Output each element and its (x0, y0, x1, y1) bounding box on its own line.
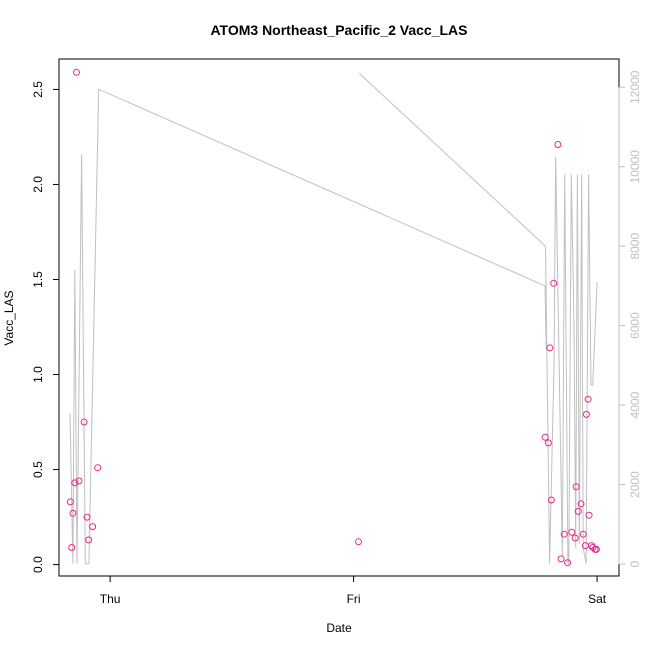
data-point-6 (75, 477, 83, 485)
data-point-11 (94, 464, 102, 472)
y2-tick-label: 10000 (628, 150, 642, 184)
data-point-8 (83, 513, 91, 521)
data-point-30 (584, 395, 592, 403)
line-layer (69, 72, 598, 565)
data-point-21 (564, 559, 572, 567)
data-point-17 (550, 279, 558, 287)
data-point-15 (546, 344, 554, 352)
x-tick-label: Sat (588, 592, 607, 606)
data-point-26 (577, 500, 585, 508)
y2-tick-label: 0 (628, 560, 642, 567)
data-point-32 (588, 542, 595, 550)
data-point-2 (68, 544, 76, 551)
y-axis-label: Vacc_LAS (2, 290, 16, 345)
series-line-segment-1 (69, 88, 547, 565)
data-point-7 (80, 418, 88, 426)
plot-frame (58, 58, 620, 577)
y-axis-right: 0 2000 4000 6000 8000 10000 12000 (618, 70, 642, 567)
data-point-4 (71, 479, 79, 487)
data-point-27 (579, 530, 587, 538)
data-point-20 (560, 530, 568, 538)
series-line-segment-2 (358, 72, 598, 565)
data-point-22 (568, 528, 576, 536)
x-axis: Thu Fri Sat (100, 575, 607, 606)
y-tick-label: 2.0 (31, 176, 45, 193)
x-axis-label: Date (326, 621, 352, 635)
y2-tick-label: 6000 (628, 312, 642, 339)
y2-tick-label: 12000 (628, 70, 642, 104)
data-point-18 (554, 141, 562, 148)
data-point-10 (89, 523, 97, 531)
data-point-3 (69, 509, 77, 517)
data-point-29 (582, 410, 590, 418)
data-point-24 (572, 483, 580, 491)
data-point-16 (547, 496, 555, 504)
data-point-13 (541, 433, 549, 441)
data-point-14 (544, 439, 552, 447)
y-tick-label: 0.5 (31, 461, 45, 478)
data-point-31 (585, 511, 593, 519)
data-point-23 (571, 534, 579, 542)
data-point-5 (73, 68, 80, 76)
y2-tick-label: 2000 (628, 471, 642, 498)
data-point-35 (592, 545, 600, 553)
x-tick-label: Thu (100, 592, 121, 606)
chart-title: ATOM3 Northeast_Pacific_2 Vacc_LAS (210, 22, 467, 38)
data-point-1 (66, 498, 74, 506)
y2-tick-label: 8000 (628, 233, 642, 260)
y2-tick-label: 4000 (628, 391, 642, 418)
y-axis-left: 0.0 0.5 1.0 1.5 2.0 2.5 (31, 81, 60, 573)
data-point-19 (557, 555, 565, 563)
data-point-33 (589, 544, 597, 551)
data-point-25 (574, 507, 582, 515)
y-tick-label: 1.0 (31, 366, 45, 383)
y-tick-label: 0.0 (31, 556, 45, 573)
x-tick-label: Fri (347, 592, 361, 606)
point-layer (66, 68, 600, 567)
data-point-12 (355, 538, 362, 546)
y-tick-label: 1.5 (31, 271, 45, 288)
data-point-9 (85, 536, 93, 544)
y-tick-label: 2.5 (31, 81, 45, 98)
